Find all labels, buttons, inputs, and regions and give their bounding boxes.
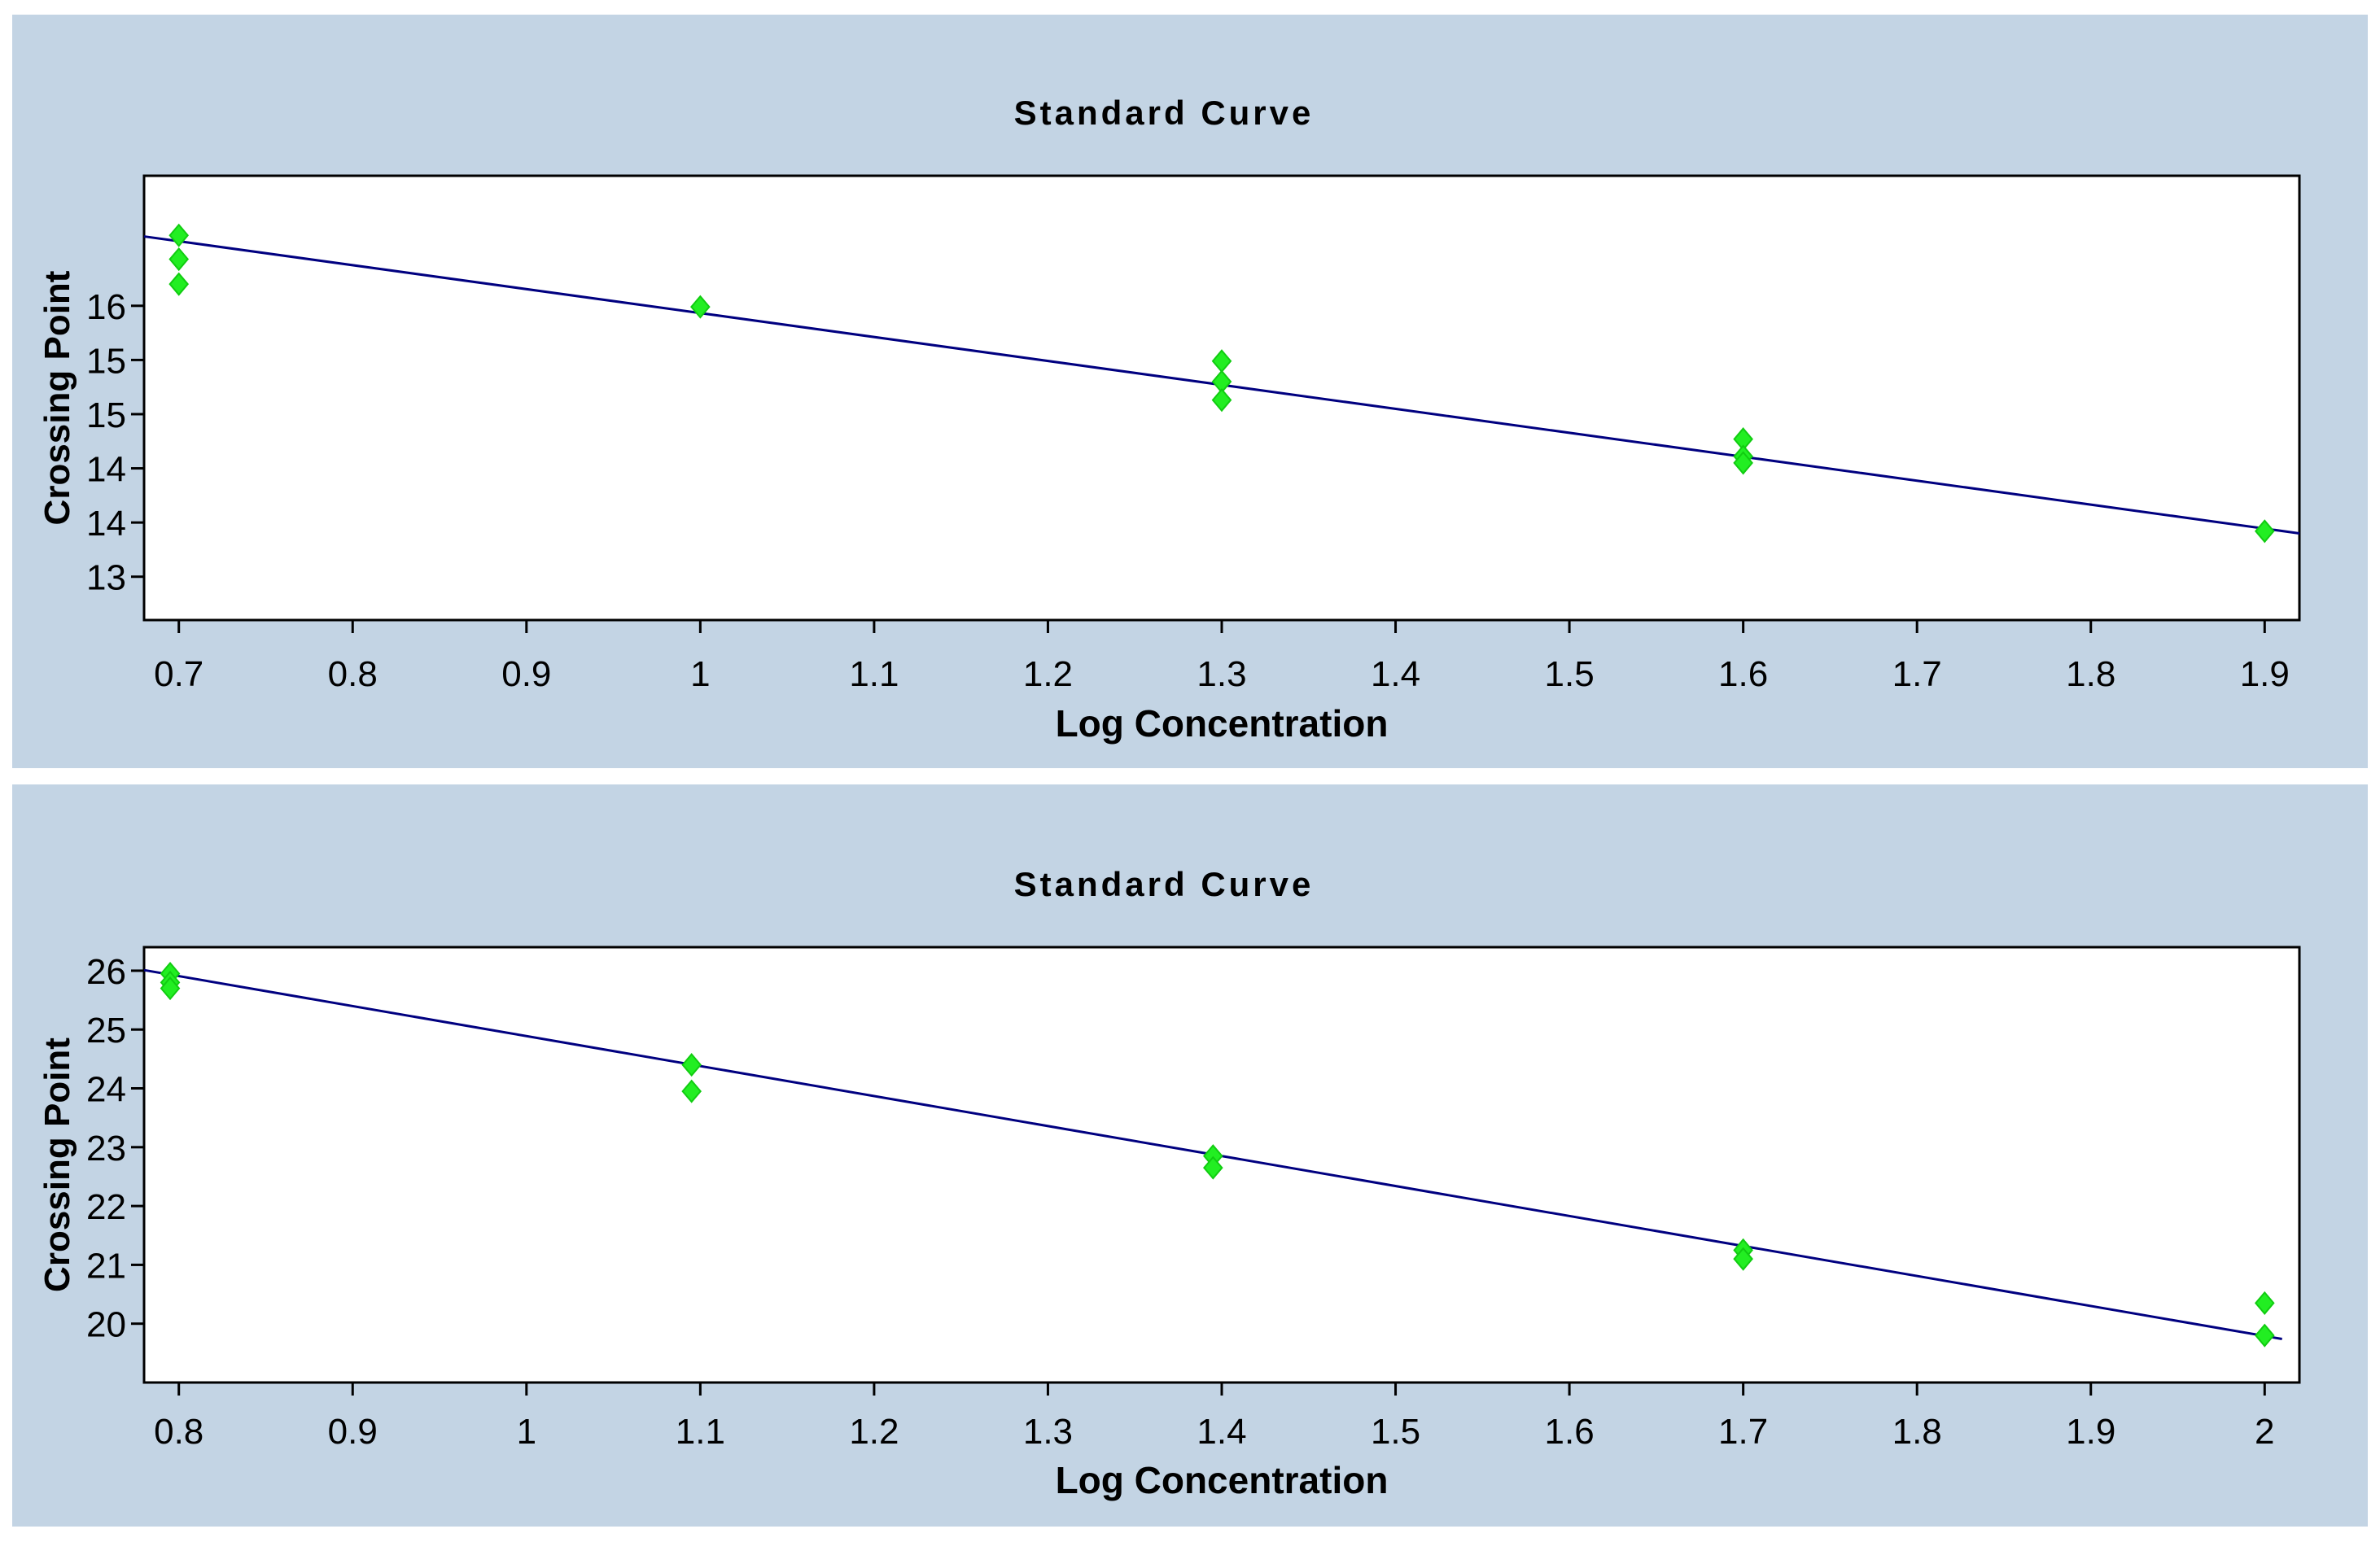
x-tick-label: 1.8 <box>2066 654 2115 694</box>
y-tick-label: 14 <box>86 450 126 490</box>
standard-curve-panel-1: Standard Curve 0.7 0.8 0.9 1 1.1 1.2 1.3 1.4 1.5 1… <box>12 15 2368 768</box>
y-axis-label: Crossing Point <box>37 1037 77 1292</box>
y-tick-label: 21 <box>86 1246 126 1286</box>
x-tick-label: 1.2 <box>849 1412 899 1452</box>
data-point <box>168 272 190 296</box>
x-tick-label: 1.3 <box>1197 654 1246 694</box>
x-tick-label: 0.8 <box>154 1412 203 1452</box>
x-tick-label: 1.9 <box>2240 654 2290 694</box>
x-tick-label: 1.5 <box>1371 1412 1420 1452</box>
x-tick-label: 1.9 <box>2066 1412 2115 1452</box>
x-tick-label: 0.7 <box>154 654 203 694</box>
x-tick-label: 1.6 <box>1545 1412 1595 1452</box>
x-tick-label: 1.8 <box>1892 1412 1942 1452</box>
chart-title: Standard Curve <box>1014 94 1315 132</box>
x-tick-label: 1.1 <box>849 654 899 694</box>
y-tick-label: 25 <box>86 1011 126 1051</box>
x-tick-label: 1.4 <box>1197 1412 1246 1452</box>
y-tick-label: 15 <box>86 341 126 381</box>
y-tick-label: 14 <box>86 504 126 544</box>
data-point <box>681 1053 702 1077</box>
x-axis-label: Log Concentration <box>1056 702 1389 745</box>
standard-curve-panel-2: Standard Curve 0.8 0.9 1 1.1 1.2 1.3 1.4 1.5 1.6 1… <box>12 784 2368 1527</box>
x-tick-label: 0.9 <box>501 654 551 694</box>
standard-curve-chart-2: Standard Curve 0.8 0.9 1 1.1 1.2 1.3 1.4 1.5 1.6 1… <box>37 865 2301 1501</box>
data-point <box>160 976 181 1001</box>
y-tick-label: 13 <box>86 558 126 598</box>
y-tick-label: 16 <box>86 287 126 327</box>
x-tick-label: 1.2 <box>1023 654 1073 694</box>
data-point <box>1211 388 1232 413</box>
x-tick-label: 2 <box>2255 1412 2274 1452</box>
x-tick-label: 0.8 <box>328 654 378 694</box>
chart-title: Standard Curve <box>1014 865 1315 903</box>
x-tick-label: 1.5 <box>1545 654 1595 694</box>
x-tick-label: 1.4 <box>1371 654 1420 694</box>
y-tick-label: 26 <box>86 952 126 992</box>
x-tick-label: 1 <box>690 654 710 694</box>
y-tick-label: 22 <box>86 1187 126 1227</box>
data-point <box>2254 1291 2275 1315</box>
y-tick-label: 20 <box>86 1305 126 1345</box>
x-tick-label: 1.1 <box>676 1412 725 1452</box>
x-tick-label: 1.7 <box>1892 654 1942 694</box>
y-axis-label: Crossing Point <box>37 270 77 525</box>
data-point <box>690 295 711 319</box>
x-tick-label: 1 <box>517 1412 536 1452</box>
data-point <box>1733 1247 1753 1271</box>
y-tick-label: 23 <box>86 1129 126 1169</box>
data-point <box>2254 519 2275 544</box>
data-point <box>681 1079 702 1103</box>
x-axis-label: Log Concentration <box>1056 1459 1389 1501</box>
x-tick-label: 1.6 <box>1718 654 1768 694</box>
data-point <box>1203 1155 1223 1180</box>
data-point <box>168 223 190 247</box>
y-tick-label: 15 <box>86 395 126 435</box>
data-point <box>1733 451 1753 475</box>
x-tick-label: 1.7 <box>1718 1412 1768 1452</box>
y-tick-label: 24 <box>86 1070 126 1110</box>
standard-curve-chart-1: Standard Curve 0.7 0.8 0.9 1 1.1 1.2 1.3 1.4 1.5 1… <box>37 94 2301 745</box>
data-point <box>168 247 190 272</box>
data-point <box>2254 1323 2275 1348</box>
plot-area <box>142 946 2301 1384</box>
x-tick-label: 0.9 <box>328 1412 378 1452</box>
x-tick-label: 1.3 <box>1023 1412 1073 1452</box>
